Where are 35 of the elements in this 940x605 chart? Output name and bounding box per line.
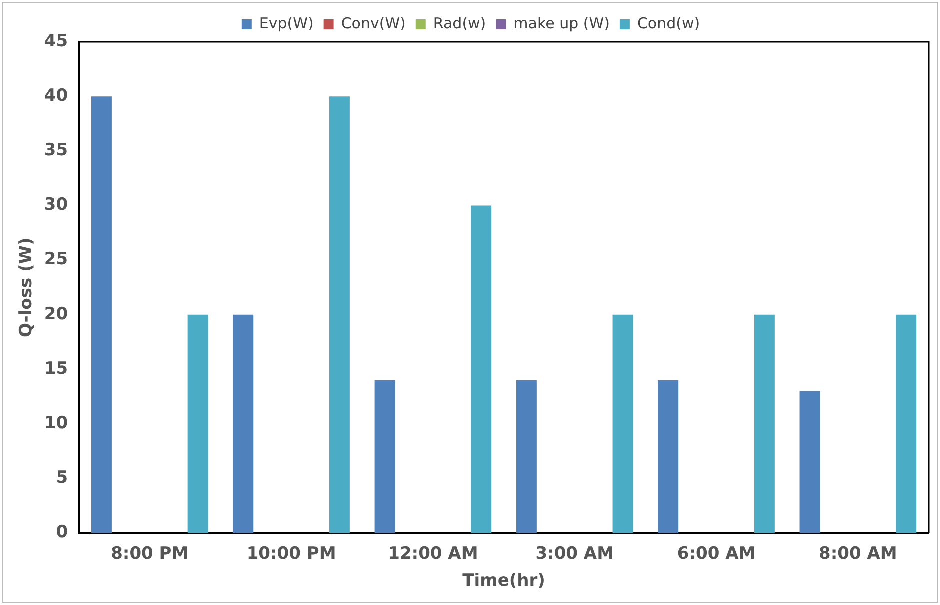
y-axis-title: Q-loss (W)	[16, 238, 37, 338]
legend-label: make up (W)	[514, 14, 610, 32]
bar	[91, 96, 112, 534]
y-tick-label: 0	[56, 522, 68, 543]
bar	[658, 380, 679, 534]
bar	[329, 96, 350, 534]
bar	[233, 314, 254, 534]
bar	[188, 314, 208, 534]
x-tick-label: 8:00 PM	[111, 544, 189, 564]
legend-label: Conv(W)	[341, 14, 406, 32]
x-tick-label: 3:00 AM	[536, 544, 614, 564]
x-tick-label: 12:00 AM	[388, 544, 478, 564]
bar	[612, 314, 634, 534]
x-axis-title: Time(hr)	[462, 571, 546, 592]
x-tick-label: 6:00 AM	[677, 544, 756, 564]
legend-label: Cond(w)	[637, 14, 700, 32]
y-tick-label: 15	[44, 358, 68, 379]
y-tick-label: 35	[44, 140, 68, 161]
y-tick-label: 20	[44, 304, 68, 324]
y-tick-label: 5	[56, 468, 68, 488]
bar	[516, 380, 537, 534]
bar	[896, 314, 917, 534]
y-tick-label: 30	[44, 195, 68, 216]
bar	[800, 391, 820, 534]
bar	[471, 206, 492, 534]
bar	[754, 314, 775, 534]
y-tick-label: 40	[44, 86, 68, 106]
legend-label: Rad(w)	[433, 14, 486, 32]
y-tick-label: 45	[44, 31, 68, 52]
x-tick-label: 10:00 PM	[246, 544, 336, 564]
x-tick-label: 8:00 AM	[819, 544, 898, 564]
y-tick-label: 10	[44, 413, 68, 434]
y-tick-label: 25	[44, 250, 68, 270]
bar	[374, 380, 396, 534]
legend-label: Evp(W)	[259, 14, 314, 32]
